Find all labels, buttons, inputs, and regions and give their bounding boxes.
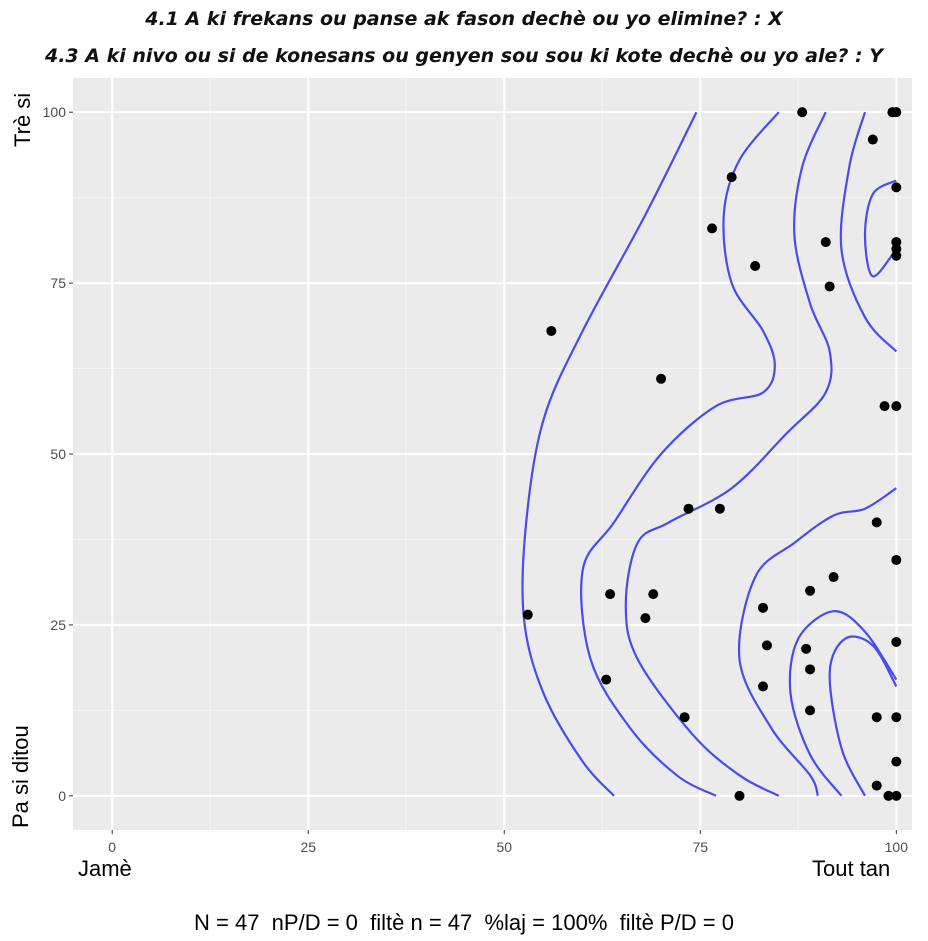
data-point [891, 107, 902, 118]
scatter-plot: 0 0 25 25 50 50 75 75 100 100 [43, 78, 912, 855]
data-point [714, 503, 725, 514]
data-point [828, 572, 839, 583]
density-contour [863, 179, 898, 278]
footer-stats: N = 47 nP/D = 0 filtè n = 47 %laj = 100%… [194, 910, 734, 935]
data-point [683, 503, 694, 514]
y-label-bottom: Pa si ditou [8, 725, 33, 828]
x-tick-label: 75 [693, 839, 709, 855]
data-point [797, 107, 808, 118]
y-tick-label: 100 [43, 104, 67, 120]
data-point [883, 790, 894, 801]
data-point [734, 790, 745, 801]
data-point [871, 712, 882, 723]
data-point [871, 780, 882, 791]
data-point [891, 756, 902, 767]
x-label-left: Jamè [78, 856, 132, 881]
density-contour [624, 111, 833, 797]
data-point [891, 637, 902, 647]
data-point [805, 705, 816, 716]
data-point [648, 589, 659, 600]
density-contour [828, 635, 898, 797]
data-point [656, 373, 667, 384]
data-point [871, 517, 882, 528]
x-tick-label: 25 [300, 839, 316, 855]
data-point [891, 237, 902, 248]
data-point [891, 712, 902, 723]
data-point [750, 261, 761, 271]
data-point [679, 712, 690, 723]
data-point [801, 643, 812, 654]
data-point [805, 664, 816, 675]
x-tick-label: 0 [108, 839, 116, 855]
data-point [879, 401, 890, 412]
data-point [601, 674, 612, 685]
y-tick-label: 0 [58, 788, 66, 804]
data-point [522, 609, 533, 620]
data-point [891, 243, 902, 254]
data-point [891, 790, 902, 801]
x-tick-label: 100 [885, 839, 909, 855]
data-point [891, 554, 902, 565]
y-tick-label: 50 [50, 446, 66, 462]
data-point [820, 237, 831, 248]
data-point [891, 401, 902, 412]
data-point [805, 585, 816, 596]
data-point [891, 182, 902, 193]
data-point [824, 281, 835, 292]
density-contour [839, 111, 898, 353]
density-contour [580, 111, 780, 797]
data-point [546, 325, 557, 336]
data-point [640, 613, 651, 624]
chart-title-y: 4.3 A ki nivo ou si de konesans ou genye… [44, 45, 884, 67]
data-point [891, 250, 902, 261]
data-point [707, 223, 718, 234]
chart-title-x: 4.1 A ki frekans ou panse ak fason dechè… [145, 8, 783, 30]
density-contour [521, 111, 698, 797]
x-tick-label: 50 [496, 839, 512, 855]
y-tick-label: 25 [50, 617, 66, 633]
density-contour [788, 610, 898, 797]
data-point [867, 134, 878, 145]
data-point [758, 681, 769, 692]
data-point [758, 602, 769, 613]
density-contour [737, 487, 897, 797]
y-label-top: Trè si [10, 92, 35, 147]
y-tick-label: 75 [50, 275, 66, 291]
data-point [761, 640, 772, 651]
data-point [726, 172, 737, 183]
x-label-right: Tout tan [812, 856, 891, 881]
data-point [605, 589, 616, 600]
